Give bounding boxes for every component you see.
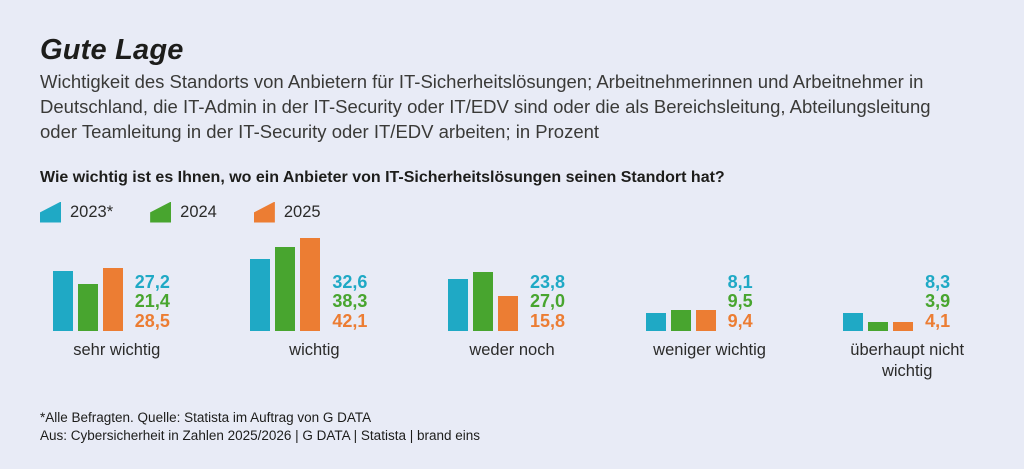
value-labels: 8,3 3,9 4,1 xyxy=(925,271,971,332)
category-label: überhaupt nicht wichtig xyxy=(850,341,965,380)
bar-2023 xyxy=(250,259,271,331)
category-group: 8,1 9,5 9,4 weniger wichtig xyxy=(611,231,809,384)
value-label-2025: 28,5 xyxy=(134,310,170,331)
value-label-2024: 38,3 xyxy=(332,291,368,311)
bars-row xyxy=(645,310,716,331)
category-label: wichtig xyxy=(289,341,340,359)
chart-subtitle: Wichtigkeit des Standorts von Anbietern … xyxy=(40,69,1024,144)
value-label-2023: 23,8 xyxy=(529,271,566,292)
bars-row xyxy=(250,238,321,331)
survey-question: Wie wichtig ist es Ihnen, wo ein Anbiete… xyxy=(40,169,725,186)
bar-group: 27,2 21,4 28,5 xyxy=(52,231,181,332)
category-group: 32,6 38,3 42,1 wichtig xyxy=(216,231,414,384)
bar-group: 23,8 27,0 15,8 xyxy=(447,231,576,332)
legend-marker-icon xyxy=(253,201,275,223)
legend-item-2024: 2024 xyxy=(150,201,217,223)
bar-2024 xyxy=(77,284,98,331)
bar-2024 xyxy=(670,310,691,331)
bars-row xyxy=(843,313,914,331)
bars-row xyxy=(447,272,518,331)
value-labels: 32,6 38,3 42,1 xyxy=(332,271,378,332)
legend-label: 2025 xyxy=(283,202,321,221)
value-label-2023: 27,2 xyxy=(134,271,170,292)
value-label-2023: 8,3 xyxy=(925,271,951,292)
value-label-2024: 21,4 xyxy=(134,291,170,311)
value-labels: 8,1 9,5 9,4 xyxy=(727,271,774,332)
subtitle-line-1: Wichtigkeit des Standorts von Anbietern … xyxy=(40,71,924,92)
bar-2025 xyxy=(300,238,321,331)
category-label: weder noch xyxy=(469,341,555,359)
subtitle-line-2: Deutschland, die IT-Admin in der IT-Secu… xyxy=(40,96,931,117)
bar-group: 8,3 3,9 4,1 xyxy=(843,231,971,331)
bar-2025 xyxy=(695,310,716,331)
category-label: sehr wichtig xyxy=(73,341,161,359)
value-label-2024: 27,0 xyxy=(529,291,566,311)
value-label-2025: 42,1 xyxy=(332,310,368,331)
value-label-2024: 9,5 xyxy=(727,291,753,311)
legend-label: 2024 xyxy=(180,202,217,221)
bar-2024 xyxy=(868,322,889,331)
bar-2025 xyxy=(102,268,123,331)
bar-group: 8,1 9,5 9,4 xyxy=(645,231,774,332)
legend-label: 2023* xyxy=(70,202,114,221)
value-label-2025: 9,4 xyxy=(727,310,753,331)
category-group: 27,2 21,4 28,5 sehr wichtig xyxy=(18,231,216,384)
value-label-2023: 8,1 xyxy=(727,271,753,292)
bar-2023 xyxy=(645,313,666,331)
value-labels: 23,8 27,0 15,8 xyxy=(529,271,576,332)
bar-2023 xyxy=(843,313,864,331)
bar-group: 32,6 38,3 42,1 xyxy=(250,231,378,331)
bar-2024 xyxy=(472,272,493,331)
footnote-publication: Aus: Cybersicherheit in Zahlen 2025/2026… xyxy=(40,427,481,443)
category-group: 8,3 3,9 4,1 überhaupt nicht wichtig xyxy=(808,231,1006,384)
subtitle-line-3: oder Teamleitung in der IT-Security oder… xyxy=(40,121,600,142)
legend-marker-icon xyxy=(150,201,172,223)
chart-title: Gute Lage xyxy=(40,34,184,66)
legend-item-2023: 2023* xyxy=(40,201,114,223)
value-labels: 27,2 21,4 28,5 xyxy=(134,271,181,332)
bars-row xyxy=(52,268,123,331)
footnote-source: *Alle Befragten. Quelle: Statista im Auf… xyxy=(40,410,372,425)
category-group: 23,8 27,0 15,8 weder noch xyxy=(413,231,611,384)
bar-2023 xyxy=(52,271,73,331)
footnotes: *Alle Befragten. Quelle: Statista im Auf… xyxy=(40,409,480,444)
bar-chart: 27,2 21,4 28,5 sehr wichtig 32,6 38,3 42,1 wich… xyxy=(18,231,1006,384)
value-label-2025: 4,1 xyxy=(925,310,951,331)
legend-marker-icon xyxy=(40,201,61,223)
bar-2023 xyxy=(447,279,468,331)
legend-item-2025: 2025 xyxy=(253,201,321,223)
value-label-2024: 3,9 xyxy=(925,291,951,311)
value-label-2023: 32,6 xyxy=(332,271,368,292)
bar-2025 xyxy=(893,322,914,331)
value-label-2025: 15,8 xyxy=(529,310,566,331)
category-label: weniger wichtig xyxy=(653,341,766,359)
legend: 2023* 2024 2025 xyxy=(40,201,1024,223)
bar-2025 xyxy=(497,296,518,331)
bar-2024 xyxy=(275,247,296,331)
